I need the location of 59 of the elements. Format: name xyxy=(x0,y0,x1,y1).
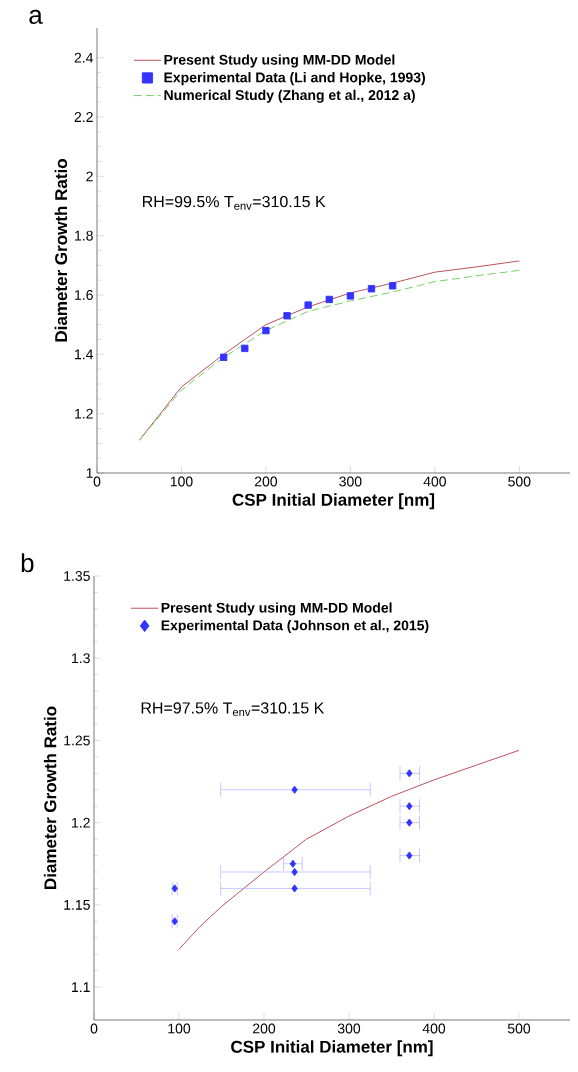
x-tick-label: 400 xyxy=(422,1023,446,1034)
y-tick-label: 1.2 xyxy=(72,817,90,828)
point xyxy=(220,353,228,361)
legend-label: Experimental Data (Li and Hopke, 1993) xyxy=(164,72,425,86)
point xyxy=(291,884,298,893)
x-tick-label: 500 xyxy=(508,476,531,487)
legend-label: Numerical Study (Zhang et al., 2012 a) xyxy=(164,89,415,103)
point xyxy=(325,295,333,304)
point xyxy=(289,859,297,868)
y-tick-label: 1 xyxy=(86,468,93,478)
point xyxy=(171,917,178,926)
y-tick-label: 1.8 xyxy=(75,230,93,241)
line-series xyxy=(178,749,520,950)
x-tick-label: 300 xyxy=(339,476,362,487)
x-tick-label: 400 xyxy=(423,476,446,487)
annotation: RH=97.5% T$_{env}$=310.15 K xyxy=(141,702,325,717)
point xyxy=(388,282,397,290)
legend-label: Experimental Data (Johnson et al., 2015) xyxy=(161,620,429,634)
y-tick-label: 1.3 xyxy=(72,653,90,664)
x-tick-label: 300 xyxy=(337,1023,361,1034)
y-tick-label: 1.2 xyxy=(75,408,93,419)
text: b xyxy=(21,553,34,573)
text: a xyxy=(29,9,43,24)
x-axis-title: CSP Initial Diameter [nm] xyxy=(231,1040,433,1057)
annotation: RH=99.5% T$_{env}$=310.15 K xyxy=(143,195,326,210)
y-tick-label: 1.4 xyxy=(75,349,94,360)
point xyxy=(283,312,291,320)
y-tick-label: 2 xyxy=(86,171,93,182)
y-tick-label: 1.6 xyxy=(75,290,93,300)
point xyxy=(241,344,249,353)
y-tick-label: 2.4 xyxy=(74,52,94,63)
x-tick-label: 500 xyxy=(507,1023,531,1034)
x-tick-label: 200 xyxy=(253,1023,276,1034)
y-tick-label: 1.35 xyxy=(64,571,90,581)
point xyxy=(291,785,298,794)
point xyxy=(406,769,413,778)
point xyxy=(346,292,355,300)
x-tick-label: 200 xyxy=(254,476,278,487)
point xyxy=(406,802,413,811)
point xyxy=(262,326,270,335)
y-tick-label: 1.25 xyxy=(64,735,90,746)
legend-label: Present Study using MM-DD Model xyxy=(161,602,392,616)
point xyxy=(291,867,298,877)
legend-label: Present Study using MM-DD Model xyxy=(164,54,395,68)
y-axis-title: Diameter Growth Ratio xyxy=(43,706,57,889)
point xyxy=(171,884,178,893)
y-tick-label: 1.15 xyxy=(64,900,90,910)
point xyxy=(406,851,413,860)
y-tick-label: 1.1 xyxy=(72,982,90,992)
point xyxy=(304,301,312,309)
point xyxy=(367,285,376,293)
point xyxy=(406,818,413,827)
x-tick-label: 0 xyxy=(93,476,101,487)
y-tick-label: 2.2 xyxy=(74,112,93,122)
x-tick-label: 100 xyxy=(170,476,193,487)
x-tick-label: 100 xyxy=(168,1023,191,1034)
x-tick-label: 0 xyxy=(90,1023,98,1034)
y-axis-title: Diameter Growth Ratio xyxy=(54,159,68,342)
x-axis-title: CSP Initial Diameter [nm] xyxy=(232,493,435,510)
